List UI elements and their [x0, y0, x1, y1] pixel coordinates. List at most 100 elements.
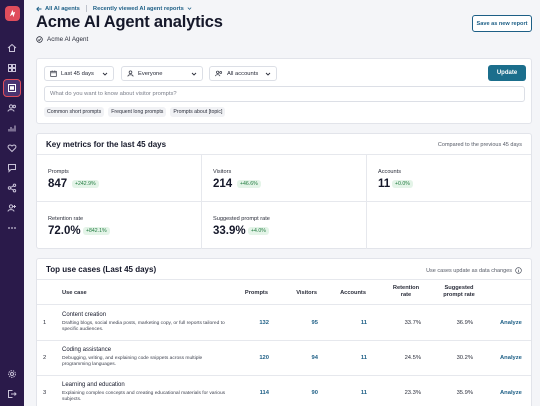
recent-reports-menu[interactable]: Recently viewed AI agent reports	[93, 6, 192, 12]
key-metrics-title: Key metrics for the last 45 days	[46, 140, 167, 149]
analyze-link[interactable]: Analyze	[500, 320, 522, 326]
accounts-select[interactable]: All accounts	[209, 66, 277, 81]
sidebar-item-integrations[interactable]	[4, 180, 20, 196]
suggestion-chip[interactable]: Prompts about [topic]	[170, 107, 226, 117]
column-header-prompts[interactable]: Prompts	[244, 290, 268, 296]
accounts-count-link[interactable]: 11	[360, 320, 367, 326]
retention-rate-value: 33.7%	[404, 320, 421, 326]
sidebar-item-home[interactable]	[4, 40, 20, 56]
save-as-new-report-button[interactable]: Save as new report	[472, 15, 532, 32]
update-button[interactable]: Update	[488, 65, 526, 81]
logo-icon	[9, 9, 15, 18]
use-case-description: Drafting blogs, social media posts, mark…	[62, 321, 225, 332]
metric-value: 33.9%	[213, 225, 246, 237]
use-cases-note: Use cases update as data changes	[426, 267, 522, 274]
logout-icon	[8, 390, 17, 398]
info-icon[interactable]	[515, 267, 522, 274]
sidebar-item-settings[interactable]	[4, 366, 20, 382]
use-case-description: Debugging, writing, and explaining code …	[62, 356, 203, 367]
use-case-title: Coding assistance	[62, 347, 112, 353]
metric-card-prompts: Prompts 847 +242.9%	[37, 155, 202, 202]
metric-delta-badge: +842.1%	[83, 227, 110, 235]
sidebar-item-analytics[interactable]	[4, 120, 20, 136]
sidebar-item-dashboards[interactable]	[4, 60, 20, 76]
suggestion-chip[interactable]: Common short prompts	[44, 107, 105, 117]
analyze-link[interactable]: Analyze	[500, 390, 522, 396]
app-logo[interactable]	[4, 6, 20, 21]
column-header-suggested-prompt-rate[interactable]: Suggested prompt rate	[443, 285, 475, 298]
retention-rate-value: 23.3%	[404, 390, 421, 396]
metric-delta-badge: +46.6%	[237, 180, 261, 188]
column-header-accounts[interactable]: Accounts	[340, 290, 366, 296]
sidebar-item-reports[interactable]	[3, 79, 21, 97]
column-header-retention-rate[interactable]: Retention rate	[392, 285, 420, 298]
share-icon	[7, 183, 17, 193]
heart-icon	[7, 144, 17, 153]
metric-value: 214	[213, 178, 233, 190]
visitors-count-link[interactable]: 94	[311, 355, 318, 361]
breadcrumb-separator	[85, 5, 87, 12]
reports-icon	[8, 84, 16, 92]
metric-delta-badge: +4.0%	[248, 227, 269, 235]
row-rank: 2	[43, 355, 47, 361]
prompts-count-link[interactable]: 120	[259, 355, 269, 361]
metric-delta-badge: +0.0%	[392, 180, 413, 188]
breadcrumb: All AI agents Recently viewed AI agent r…	[36, 5, 192, 12]
metrics-grid: Prompts 847 +242.9% Visitors 214 +46.6% …	[37, 154, 531, 249]
page-title: Acme AI Agent analytics	[36, 13, 223, 31]
metric-label: Accounts	[378, 169, 402, 175]
column-header-use-case[interactable]: Use case	[62, 290, 87, 296]
analyze-link[interactable]: Analyze	[500, 355, 522, 361]
sidebar-item-logout[interactable]	[4, 386, 20, 402]
agent-label: Acme AI Agent	[36, 36, 88, 43]
metric-card-retention-rate: Retention rate 72.0% +842.1%	[37, 202, 202, 249]
chevron-down-icon	[187, 7, 192, 10]
suggestion-chip[interactable]: Frequent long prompts	[108, 107, 167, 117]
prompts-count-link[interactable]: 132	[259, 320, 269, 326]
dashboard-icon	[8, 64, 16, 72]
metric-value: 72.0%	[48, 225, 81, 237]
sidebar-item-feedback[interactable]	[4, 140, 20, 156]
back-link[interactable]: All AI agents	[36, 6, 80, 12]
metric-value: 847	[48, 178, 68, 190]
settings-icon	[8, 370, 16, 378]
visitors-count-link[interactable]: 95	[311, 320, 318, 326]
metric-value: 11	[378, 178, 391, 190]
ask-question-input[interactable]	[44, 86, 525, 102]
calendar-icon	[50, 70, 57, 77]
use-cases-title: Top use cases (Last 45 days)	[46, 265, 157, 274]
metric-label: Suggested prompt rate	[213, 216, 270, 222]
chevron-down-icon	[191, 72, 197, 76]
sidebar-item-more[interactable]	[4, 220, 20, 236]
sidebar	[0, 0, 24, 406]
metric-label: Visitors	[213, 169, 232, 175]
row-rank: 1	[43, 320, 47, 326]
sidebar-item-messages[interactable]	[4, 160, 20, 176]
filters-panel: Last 45 days Everyone All accounts Updat…	[36, 58, 532, 124]
analytics-icon	[8, 125, 16, 132]
key-metrics-panel: Key metrics for the last 45 days Compare…	[36, 133, 532, 249]
table-row[interactable]: 1 Content creation Drafting blogs, socia…	[37, 306, 531, 341]
suggested-prompt-rate-value: 36.9%	[456, 320, 473, 326]
metric-label: Retention rate	[48, 216, 84, 222]
chevron-down-icon	[265, 72, 271, 76]
accounts-count-link[interactable]: 11	[360, 390, 367, 396]
accounts-count-link[interactable]: 11	[360, 355, 367, 361]
column-header-visitors[interactable]: Visitors	[296, 290, 317, 296]
date-range-select[interactable]: Last 45 days	[44, 66, 114, 81]
sidebar-item-people[interactable]	[4, 100, 20, 116]
table-row[interactable]: 3 Learning and education Explaining comp…	[37, 376, 531, 406]
visitors-count-link[interactable]: 90	[311, 390, 318, 396]
audience-select[interactable]: Everyone	[121, 66, 203, 81]
metric-card-accounts: Accounts 11 +0.0%	[367, 155, 531, 202]
suggested-prompt-rate-value: 35.9%	[456, 390, 473, 396]
chevron-down-icon	[102, 72, 108, 76]
sidebar-item-users[interactable]	[4, 200, 20, 216]
metric-delta-badge: +242.9%	[72, 180, 99, 188]
use-case-description: Explaining complex concepts and creating…	[62, 391, 226, 402]
user-add-icon	[7, 204, 16, 212]
table-row[interactable]: 2 Coding assistance Debugging, writing, …	[37, 341, 531, 376]
prompts-count-link[interactable]: 114	[259, 390, 269, 396]
table-header: Use case Prompts Visitors Accounts Reten…	[37, 279, 531, 305]
accounts-icon	[215, 70, 223, 77]
